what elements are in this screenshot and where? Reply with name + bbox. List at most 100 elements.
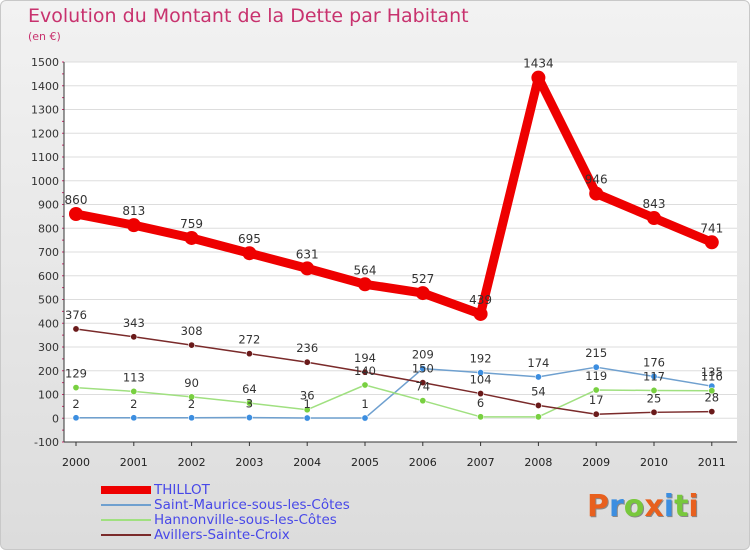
data-point <box>188 341 196 349</box>
data-point <box>126 218 141 233</box>
x-tick-label: 2003 <box>235 456 263 469</box>
y-tick-label: 1300 <box>31 104 59 117</box>
data-point <box>708 387 716 395</box>
data-point <box>419 379 427 387</box>
y-tick-label: 1100 <box>31 151 59 164</box>
data-label: 192 <box>470 352 492 366</box>
y-tick-label: 900 <box>38 199 59 212</box>
data-label: 308 <box>181 324 203 338</box>
data-label: 2 <box>130 397 137 411</box>
data-point <box>650 372 658 380</box>
data-point <box>531 70 546 85</box>
data-point <box>184 230 199 245</box>
legend-label: Avillers-Sainte-Croix <box>154 527 290 543</box>
series-line <box>75 328 712 415</box>
data-point <box>72 325 80 333</box>
data-label: 28 <box>704 391 719 405</box>
data-point <box>477 369 485 377</box>
data-label: 6 <box>477 396 484 410</box>
data-label: 343 <box>123 316 145 330</box>
logo-letter: i <box>688 489 699 524</box>
data-label: 54 <box>531 384 546 398</box>
data-label: 150 <box>412 362 434 376</box>
data-point <box>358 277 372 292</box>
data-label: 1434 <box>523 57 554 71</box>
chart-unit-label: (en €) <box>28 30 61 43</box>
x-tick-label: 2002 <box>178 456 206 469</box>
data-point <box>534 401 542 409</box>
data-point <box>188 414 196 422</box>
legend-label: Hannonville-sous-les-Côtes <box>154 512 337 528</box>
logo-letter: i <box>663 489 675 524</box>
data-label: 1 <box>304 397 311 411</box>
data-label: 174 <box>527 356 549 370</box>
y-tick-label: 1500 <box>31 56 59 69</box>
data-point <box>245 399 253 407</box>
series-line <box>75 384 712 418</box>
x-tick-label: 2009 <box>582 456 610 469</box>
x-tick-label: 2006 <box>409 456 437 469</box>
data-point <box>534 413 542 421</box>
data-point <box>647 211 661 226</box>
data-label: 695 <box>238 232 261 246</box>
y-tick-label: 300 <box>38 341 59 354</box>
legend-label: THILLOT <box>154 482 210 498</box>
data-point <box>708 408 716 416</box>
y-tick-label: 100 <box>38 389 59 402</box>
data-label: 236 <box>296 341 318 355</box>
x-tick-label: 2011 <box>698 456 726 469</box>
chart-title: Evolution du Montant de la Dette par Hab… <box>28 5 469 27</box>
data-point <box>303 406 311 414</box>
logo-letter: o <box>623 489 645 524</box>
data-point <box>245 350 253 358</box>
data-label: 113 <box>123 370 145 384</box>
data-point <box>303 414 311 422</box>
data-point <box>361 414 369 422</box>
data-label: 25 <box>647 391 662 405</box>
data-point <box>303 358 311 366</box>
y-tick-label: 700 <box>38 246 59 259</box>
data-point <box>592 410 600 418</box>
series-line <box>75 73 714 319</box>
data-label: 813 <box>122 204 145 218</box>
y-tick-label: 500 <box>38 294 59 307</box>
data-label: 527 <box>411 272 434 286</box>
data-label: 119 <box>585 369 607 383</box>
y-tick-label: 200 <box>38 365 59 378</box>
data-label: 759 <box>180 217 203 231</box>
data-point <box>650 408 658 416</box>
data-label: 140 <box>354 364 376 378</box>
data-point <box>589 186 604 201</box>
data-label: 17 <box>589 393 604 407</box>
data-label: 843 <box>643 197 666 211</box>
x-tick-label: 2000 <box>62 456 90 469</box>
data-point <box>650 386 658 394</box>
data-point <box>72 384 80 392</box>
data-point <box>473 306 488 321</box>
data-label: 135 <box>701 365 723 379</box>
data-label: 209 <box>412 348 434 362</box>
x-tick-label: 2005 <box>351 456 379 469</box>
y-tick-label: 0 <box>52 412 59 425</box>
data-label: 631 <box>296 247 319 261</box>
data-label: 860 <box>65 193 88 207</box>
data-label: 129 <box>65 367 87 381</box>
y-tick-label: 1200 <box>31 127 59 140</box>
data-point <box>592 386 600 394</box>
y-tick-label: 800 <box>38 222 59 235</box>
data-label: 564 <box>354 263 377 277</box>
legend-swatch <box>101 486 151 494</box>
x-tick-label: 2004 <box>293 456 321 469</box>
data-point <box>477 390 485 398</box>
y-tick-label: -100 <box>34 436 59 449</box>
data-point <box>245 414 253 422</box>
data-label: 90 <box>184 376 199 390</box>
y-tick-label: 400 <box>38 317 59 330</box>
data-label: 104 <box>470 373 492 387</box>
data-point <box>72 414 80 422</box>
data-label: 272 <box>238 333 260 347</box>
data-point <box>477 413 485 421</box>
data-label: 117 <box>643 369 665 383</box>
data-point <box>69 207 83 221</box>
